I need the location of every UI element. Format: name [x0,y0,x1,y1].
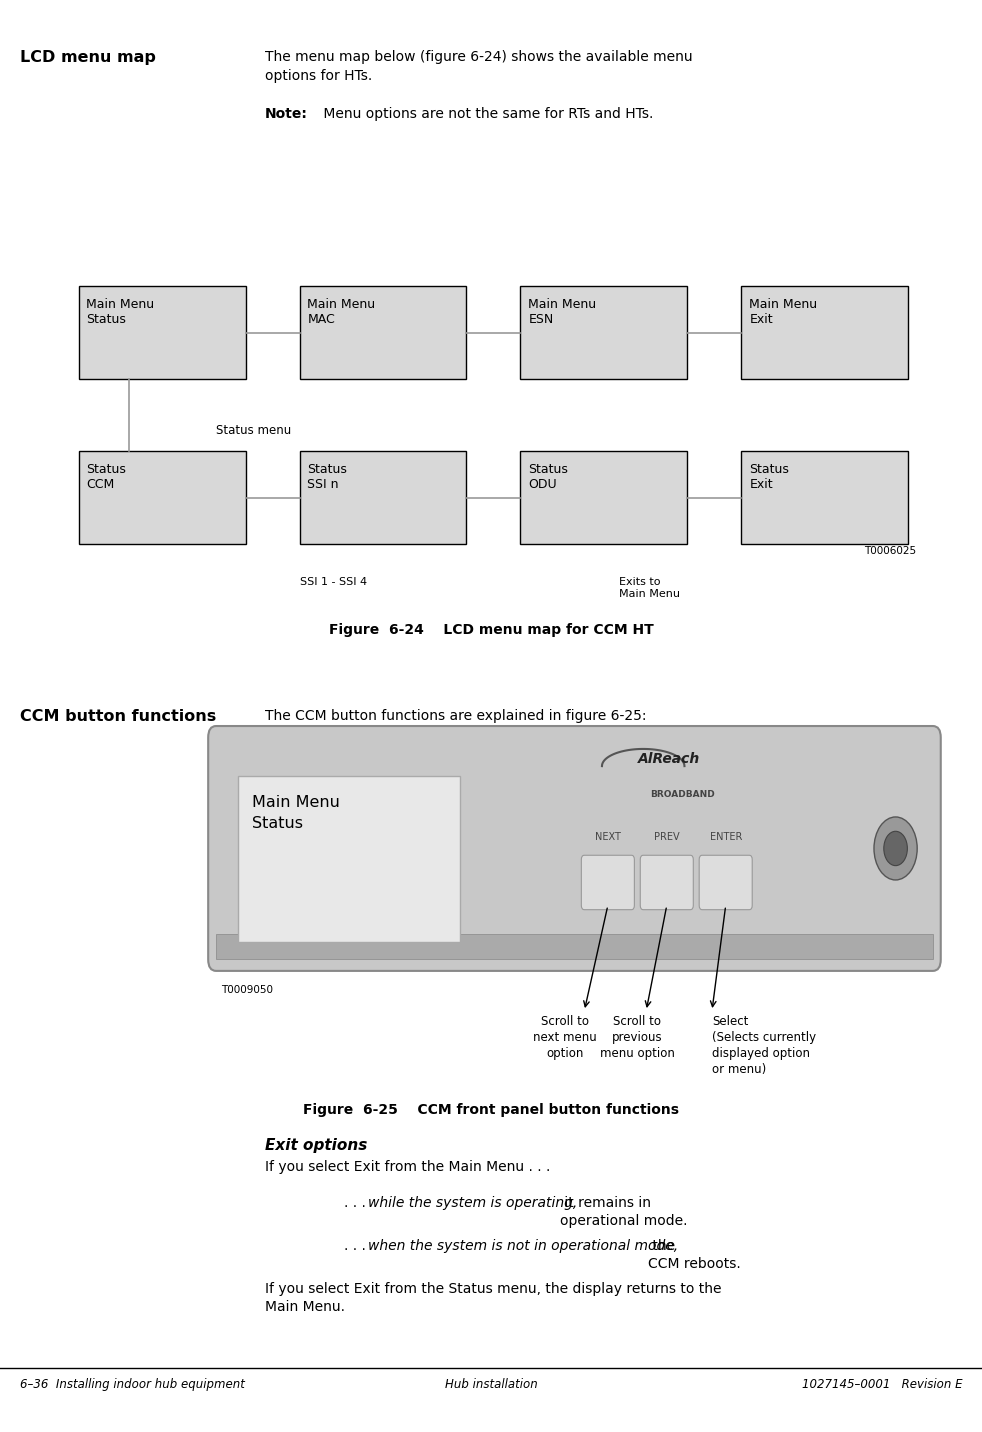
FancyBboxPatch shape [520,451,687,544]
Text: T0009050: T0009050 [221,985,273,995]
Circle shape [884,831,907,865]
Text: Status menu: Status menu [216,424,292,437]
FancyBboxPatch shape [79,286,246,379]
Text: . . .: . . . [344,1239,370,1253]
FancyBboxPatch shape [216,934,933,959]
Text: Main Menu
ESN: Main Menu ESN [528,298,596,326]
Text: PREV: PREV [654,832,680,842]
Text: Main Menu
MAC: Main Menu MAC [307,298,375,326]
Text: Status
ODU: Status ODU [528,463,569,491]
Text: Select
(Selects currently
displayed option
or menu): Select (Selects currently displayed opti… [712,1015,816,1077]
Text: the
CCM reboots.: the CCM reboots. [648,1239,740,1272]
Text: while the system is operating,: while the system is operating, [368,1196,577,1210]
Text: Scroll to
previous
menu option: Scroll to previous menu option [600,1015,675,1060]
Text: Status
CCM: Status CCM [86,463,127,491]
Text: Exits to
Main Menu: Exits to Main Menu [619,577,680,599]
Text: Main Menu
Exit: Main Menu Exit [749,298,817,326]
Circle shape [874,816,917,879]
Text: Main Menu
Status: Main Menu Status [252,795,340,831]
FancyBboxPatch shape [741,451,908,544]
FancyBboxPatch shape [238,776,460,942]
Text: CCM button functions: CCM button functions [20,709,216,723]
Text: AlReach: AlReach [638,752,700,766]
Text: when the system is not in operational mode,: when the system is not in operational mo… [368,1239,679,1253]
Text: NEXT: NEXT [595,832,621,842]
Text: Menu options are not the same for RTs and HTs.: Menu options are not the same for RTs an… [319,107,654,122]
FancyBboxPatch shape [300,451,466,544]
Text: Main Menu
Status: Main Menu Status [86,298,154,326]
Text: ENTER: ENTER [710,832,741,842]
FancyBboxPatch shape [581,855,634,909]
Text: SSI 1 - SSI 4: SSI 1 - SSI 4 [300,577,366,587]
Text: Status
SSI n: Status SSI n [307,463,348,491]
FancyBboxPatch shape [699,855,752,909]
Text: Scroll to
next menu
option: Scroll to next menu option [533,1015,596,1060]
FancyBboxPatch shape [520,286,687,379]
FancyBboxPatch shape [640,855,693,909]
Text: T0006025: T0006025 [864,547,916,556]
Text: . . .: . . . [344,1196,370,1210]
Text: Status
Exit: Status Exit [749,463,790,491]
Text: 1027145–0001   Revision E: 1027145–0001 Revision E [802,1378,962,1390]
Text: If you select Exit from the Main Menu . . .: If you select Exit from the Main Menu . … [265,1160,551,1174]
Text: BROADBAND: BROADBAND [650,790,715,799]
Text: 6–36  Installing indoor hub equipment: 6–36 Installing indoor hub equipment [20,1378,245,1390]
Text: The menu map below (figure 6-24) shows the available menu
options for HTs.: The menu map below (figure 6-24) shows t… [265,50,692,83]
FancyBboxPatch shape [208,726,941,971]
Text: Hub installation: Hub installation [445,1378,537,1390]
Text: If you select Exit from the Status menu, the display returns to the
Main Menu.: If you select Exit from the Status menu,… [265,1282,722,1315]
Text: Figure  6-25    CCM front panel button functions: Figure 6-25 CCM front panel button funct… [303,1103,679,1117]
Text: The CCM button functions are explained in figure 6-25:: The CCM button functions are explained i… [265,709,646,723]
Text: it remains in
operational mode.: it remains in operational mode. [560,1196,687,1229]
FancyBboxPatch shape [79,451,246,544]
Text: Figure  6-24    LCD menu map for CCM HT: Figure 6-24 LCD menu map for CCM HT [329,623,653,637]
Text: Note:: Note: [265,107,308,122]
Text: LCD menu map: LCD menu map [20,50,155,64]
Text: Exit options: Exit options [265,1138,367,1153]
FancyBboxPatch shape [741,286,908,379]
FancyBboxPatch shape [300,286,466,379]
